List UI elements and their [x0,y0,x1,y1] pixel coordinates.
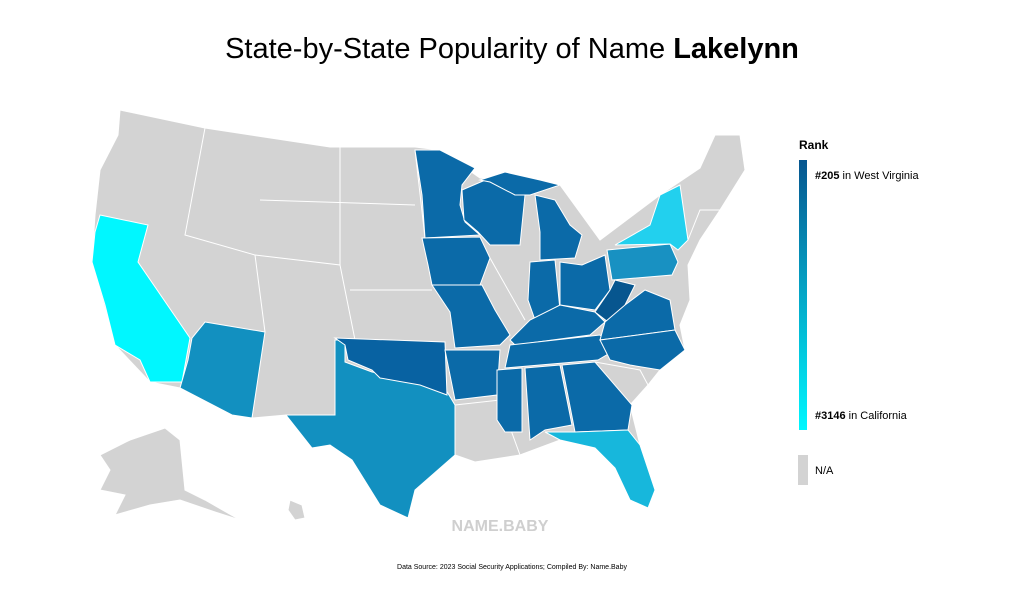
legend-bottom: #3146 in California [815,410,908,422]
state [614,184,689,251]
border [687,209,720,241]
state [91,214,191,383]
watermark: NAME.BABY [452,518,549,535]
title-name: Lakelynn [673,33,799,65]
state [606,243,679,281]
state [496,367,523,433]
state [431,284,511,349]
state [478,171,562,196]
legend-na: N/A [815,465,834,477]
state [599,329,686,371]
legend-top-rank: #205 [815,170,839,182]
legend-bottom-place: in California [849,410,908,422]
state [534,194,583,261]
hawaii [287,499,306,521]
state [444,349,501,401]
state [544,429,656,509]
source: Data Source: 2023 Social Security Applic… [397,564,627,571]
border [184,127,266,333]
state [504,334,616,369]
legend-heading: Rank [799,138,829,152]
state [421,236,491,286]
border [414,149,426,239]
state [284,339,456,519]
state [179,321,266,419]
legend-gradient [799,160,807,430]
state [333,337,448,396]
title-prefix: State-by-State Popularity of Name [225,33,665,65]
alaska [99,427,241,521]
state [561,361,633,433]
border [594,361,649,386]
us-map [91,109,746,521]
border [259,199,416,206]
title: State-by-State Popularity of Name Lakely… [225,33,799,65]
border [489,257,526,321]
state [524,364,573,441]
state [414,149,482,239]
legend-top-place: in West Virginia [843,170,920,182]
legend-top: #205 in West Virginia [815,170,919,182]
legend-bottom-rank: #3146 [815,410,846,422]
legend-na-swatch [798,455,808,485]
